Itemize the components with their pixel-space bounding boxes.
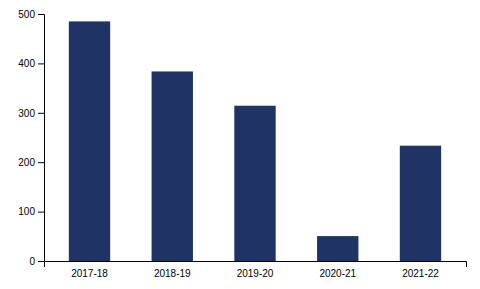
- tick-mark: [38, 162, 44, 163]
- tick-mark: [38, 212, 44, 213]
- tick-label: 2019-20: [237, 268, 274, 279]
- tick: 300: [18, 108, 44, 119]
- x-axis: 2017-18 2018-19 2019-20 2020-21 2021-22: [45, 262, 467, 280]
- tick-label: 300: [18, 108, 35, 119]
- tick: 100: [18, 206, 44, 217]
- tick: 2021-22: [402, 268, 439, 279]
- tick-label: 2018-19: [154, 268, 191, 279]
- bar: [234, 106, 275, 261]
- axis-line: [38, 15, 45, 262]
- tick: 0: [29, 256, 44, 267]
- plot: 0 100 200 300 400 500 2017-18 2018-19 2019-20 202…: [18, 9, 466, 279]
- tick: 2018-19: [154, 268, 191, 279]
- tick-label: 0: [29, 256, 35, 267]
- tick-label: 2020-21: [319, 268, 356, 279]
- bar: [152, 71, 193, 261]
- tick-mark: [38, 113, 44, 114]
- tick-mark: [38, 14, 44, 15]
- bar: [400, 146, 441, 261]
- tick: 200: [18, 157, 44, 168]
- tick-mark: [38, 261, 44, 262]
- tick-label: 2021-22: [402, 268, 439, 279]
- tick-label: 200: [18, 157, 35, 168]
- tick: 2019-20: [237, 268, 274, 279]
- tick-label: 500: [18, 9, 35, 20]
- bar: [317, 236, 358, 261]
- axis-line: [45, 262, 467, 268]
- tick: 400: [18, 58, 44, 69]
- bars: [69, 21, 441, 261]
- bar: [69, 21, 110, 261]
- tick-label: 100: [18, 206, 35, 217]
- tick-mark: [38, 63, 44, 64]
- chart: 0 100 200 300 400 500 2017-18 2018-19 2019-20 202…: [0, 0, 480, 289]
- tick: 500: [18, 9, 44, 20]
- tick: 2020-21: [319, 268, 356, 279]
- tick-label: 400: [18, 58, 35, 69]
- tick-label: 2017-18: [71, 268, 108, 279]
- y-axis: 0 100 200 300 400 500: [18, 9, 44, 267]
- tick: 2017-18: [71, 268, 108, 279]
